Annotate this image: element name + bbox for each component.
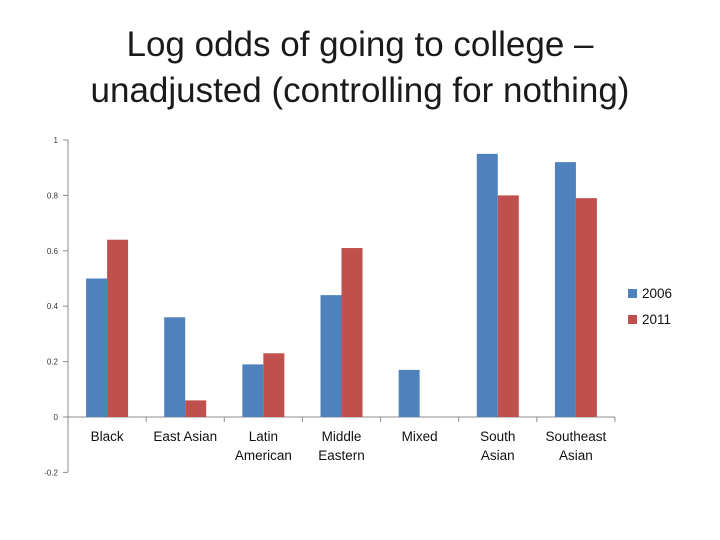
- x-tick-label: Mixed: [402, 429, 438, 444]
- bar-2006-2: [242, 364, 264, 417]
- x-tick-label: Southeast: [546, 429, 607, 444]
- x-axis-labels: Black East Asian Latin American Middle Easter…: [91, 429, 607, 463]
- legend-label: 2011: [642, 312, 671, 327]
- bar-2006-6: [554, 162, 576, 417]
- bar-2011-3: [341, 248, 363, 417]
- x-tick-label: Middle: [322, 429, 362, 444]
- bar-2011-2: [263, 353, 285, 417]
- x-tick-label: Asian: [481, 448, 515, 463]
- legend-label: 2006: [642, 286, 672, 301]
- legend-swatch-2011: [628, 315, 637, 324]
- y-tick-label: 0.8: [47, 191, 59, 200]
- x-tick-label: East Asian: [153, 429, 217, 444]
- x-tick-label: Black: [91, 429, 124, 444]
- bar-2011-0: [107, 239, 129, 417]
- bar-2006-4: [398, 369, 420, 417]
- bar-2006-5: [476, 153, 498, 417]
- y-axis-ticks: -0.2 0 0.2 0.4 0.6 0.8 1: [44, 136, 68, 477]
- bars: [86, 153, 597, 417]
- bar-2006-0: [86, 278, 108, 417]
- bar-2011-1: [185, 400, 207, 417]
- x-tick-label: Eastern: [318, 448, 365, 463]
- x-tick-label: Asian: [559, 448, 593, 463]
- y-tick-label: 0.6: [47, 247, 59, 256]
- x-tick-label: American: [235, 448, 292, 463]
- title-line-1: Log odds of going to college –: [126, 25, 594, 64]
- slide-title: Log odds of going to college – unadjuste…: [20, 22, 700, 114]
- bar-2006-1: [164, 317, 186, 417]
- legend: 2006 2011: [628, 286, 672, 327]
- title-line-2: unadjusted (controlling for nothing): [90, 71, 630, 110]
- y-tick-label: 0.2: [47, 358, 59, 367]
- x-tick-label: South: [480, 429, 515, 444]
- legend-swatch-2006: [628, 289, 637, 298]
- bar-2006-3: [320, 295, 342, 417]
- y-tick-label: 0.4: [47, 302, 59, 311]
- y-tick-label: 0: [54, 413, 59, 422]
- x-tick-label: Latin: [249, 429, 278, 444]
- y-tick-label: -0.2: [44, 468, 58, 477]
- y-tick-label: 1: [54, 136, 59, 145]
- bar-2011-5: [497, 195, 519, 417]
- bar-2011-6: [575, 198, 597, 417]
